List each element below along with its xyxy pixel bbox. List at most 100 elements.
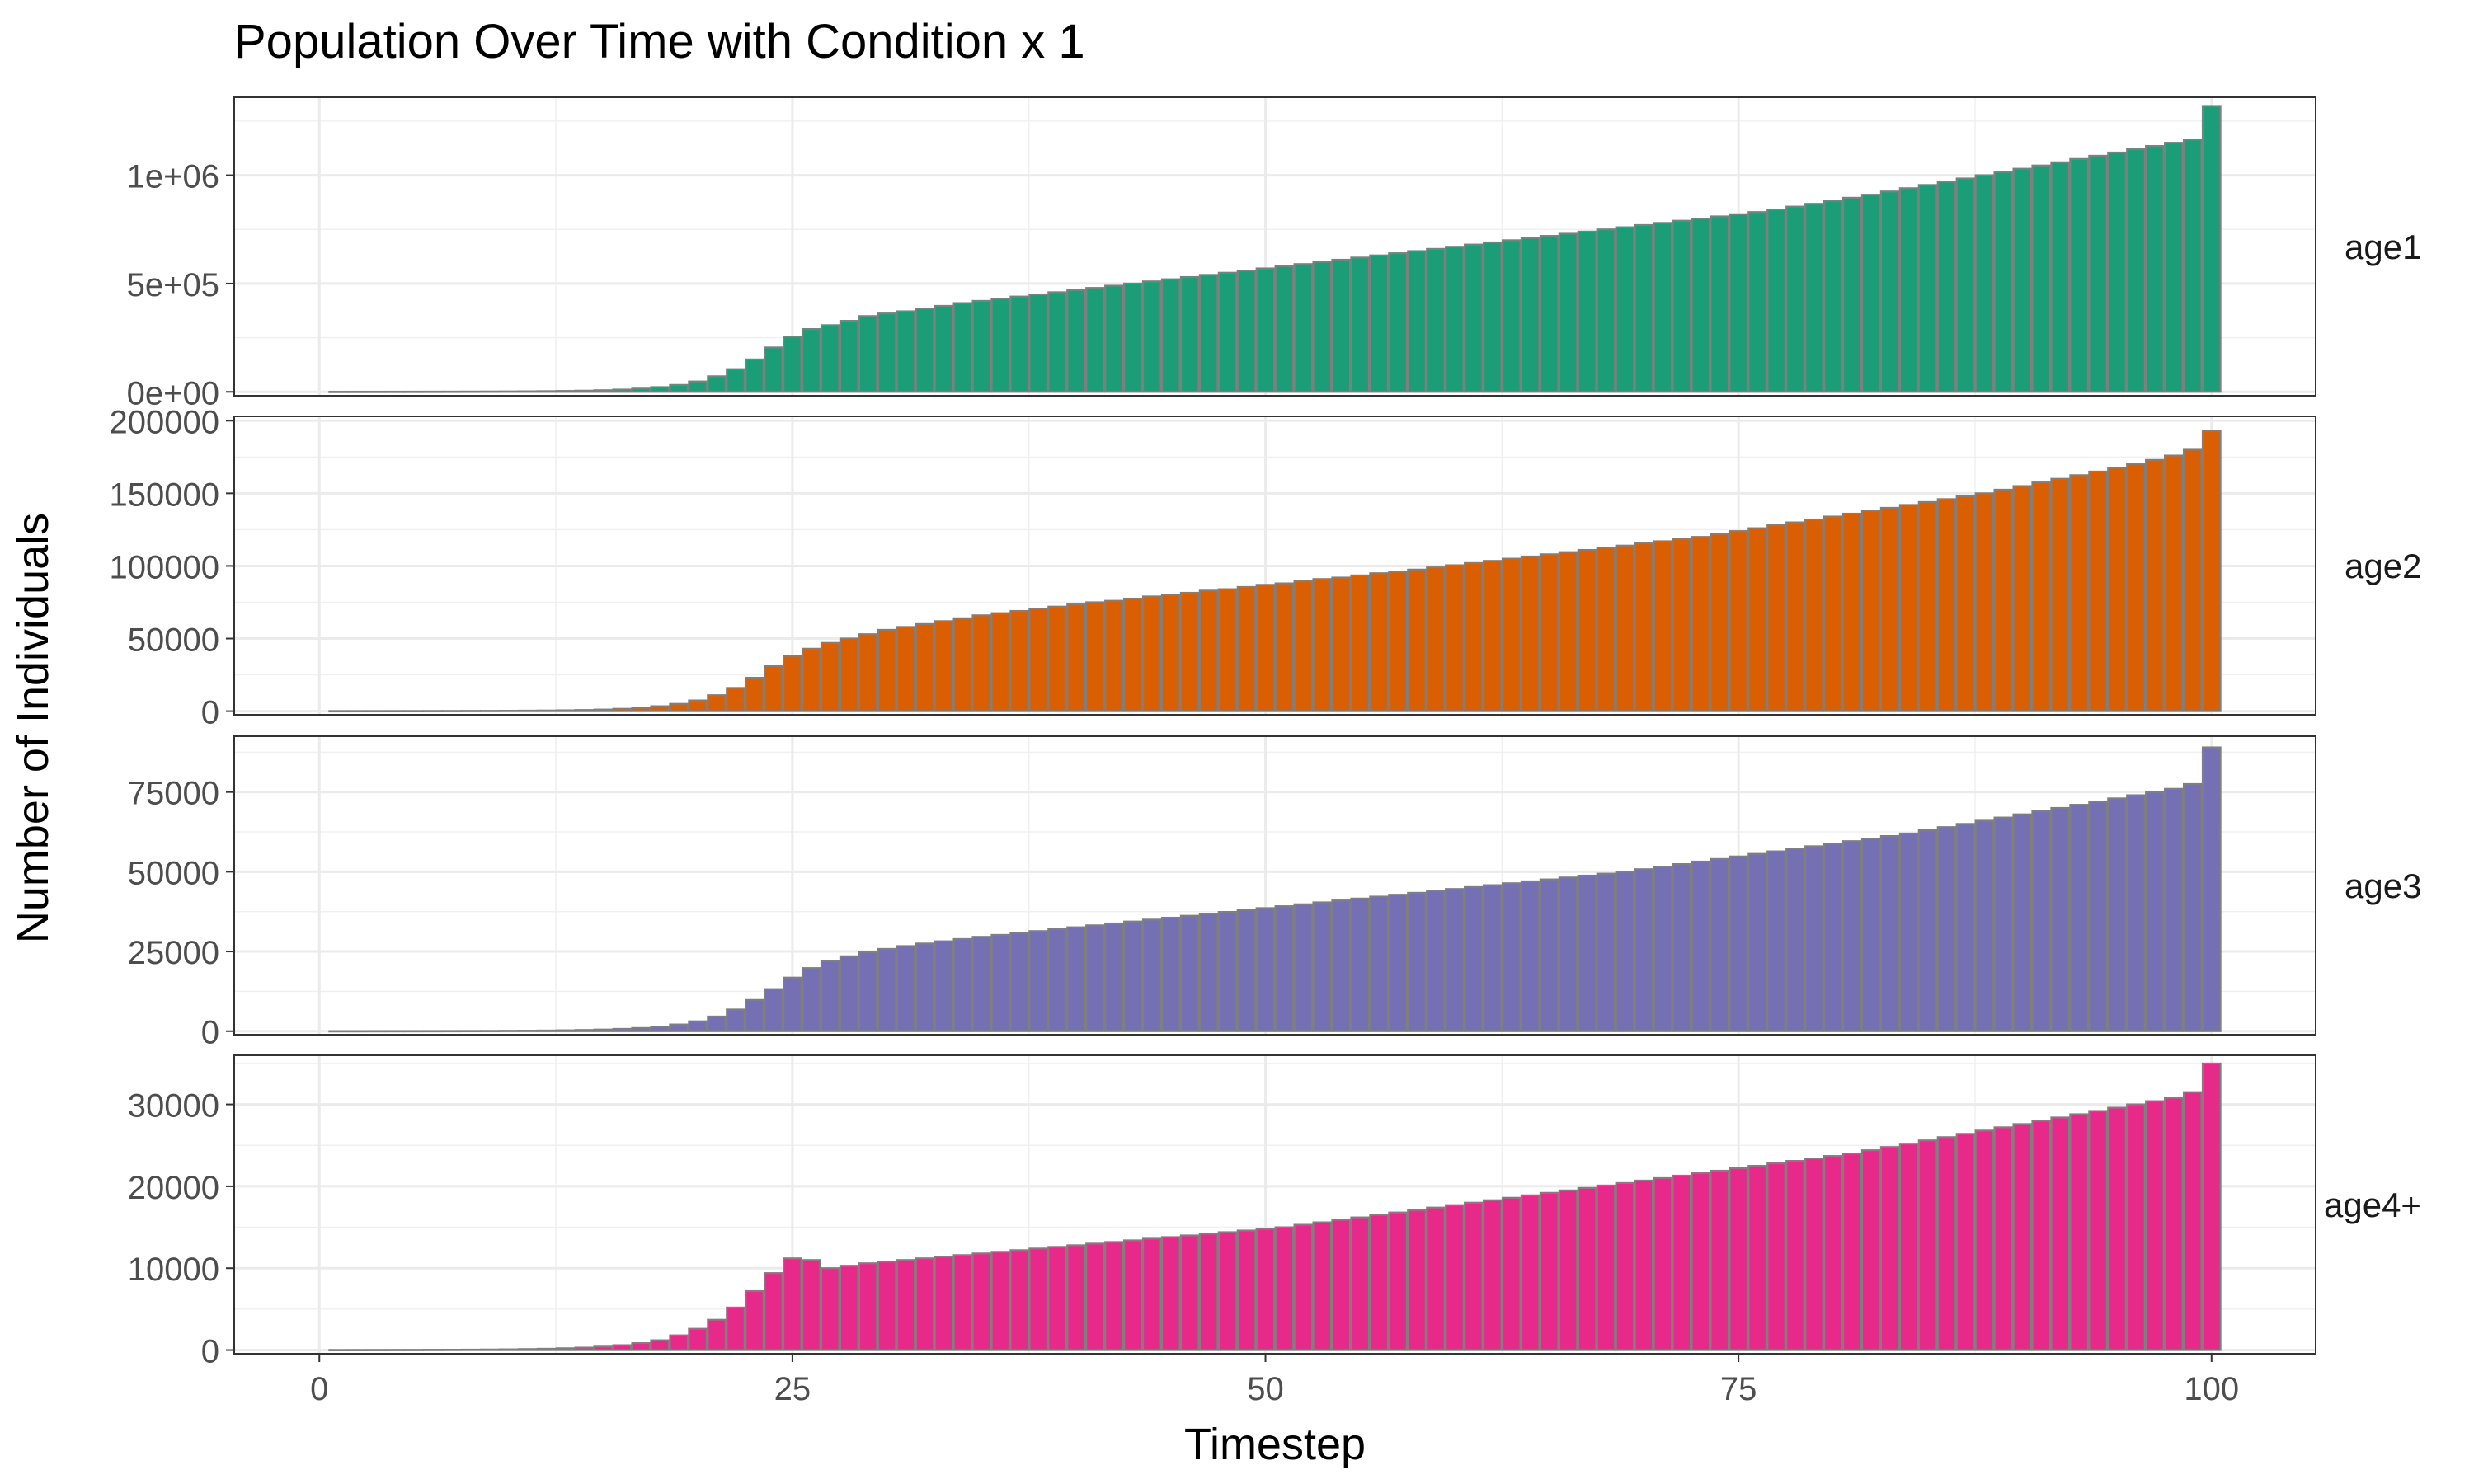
bar-age4plus-t76 (1747, 1164, 1767, 1351)
bar-age4plus-t32 (915, 1257, 935, 1351)
panel-border (233, 1054, 2316, 1355)
bar-age2-t65 (1539, 553, 1559, 712)
bar-age4plus-t65 (1539, 1191, 1559, 1351)
bar-age4plus-t68 (1596, 1184, 1616, 1351)
y-tick-label: 1e+06 (127, 159, 219, 195)
bar-age2-t29 (858, 633, 878, 712)
bar-age3-t93 (2069, 804, 2090, 1032)
bar-age3-t78 (1785, 848, 1805, 1032)
bar-age4plus-t97 (2145, 1100, 2165, 1351)
bar-age3-t14 (574, 1029, 595, 1032)
bar-age4plus-t81 (1841, 1153, 1862, 1351)
bar-age1-t70 (1634, 223, 1654, 393)
bar-age3-t74 (1710, 857, 1730, 1032)
bar-age3-t21 (707, 1015, 727, 1032)
bar-age2-t23 (745, 676, 764, 712)
bar-age2-t35 (971, 614, 992, 712)
bar-age3-t35 (971, 936, 992, 1032)
bar-age4plus-t91 (2031, 1120, 2052, 1351)
bar-age4plus-t71 (1653, 1176, 1673, 1351)
bar-age3-t61 (1464, 885, 1484, 1032)
bar-age3-t86 (1936, 826, 1957, 1032)
bar-age2-t57 (1388, 571, 1409, 712)
bar-age2-t53 (1312, 578, 1333, 712)
bar-age1-t61 (1464, 243, 1484, 393)
y-tick-label: 100000 (110, 549, 219, 585)
bar-age1-t95 (2107, 151, 2127, 393)
bar-age4plus-t96 (2126, 1103, 2146, 1351)
bar-age3-t62 (1482, 884, 1503, 1032)
bar-age4plus-t67 (1577, 1186, 1597, 1351)
bar-age3-t90 (2012, 813, 2033, 1032)
bar-age1-t59 (1426, 247, 1446, 393)
bar-age4plus-t75 (1729, 1167, 1749, 1351)
bar-age4plus-t85 (1917, 1139, 1938, 1351)
bar-age1-t75 (1729, 213, 1749, 393)
bar-age2-t87 (1955, 495, 1976, 712)
bar-age3-t51 (1274, 905, 1295, 1032)
bar-age1-t97 (2145, 145, 2165, 393)
bar-age2-t40 (1066, 603, 1086, 712)
bar-age2-t97 (2145, 458, 2165, 712)
bar-age2-t16 (612, 707, 633, 712)
bar-age2-t80 (1823, 515, 1843, 712)
bar-age3-t22 (726, 1008, 745, 1032)
bar-age3-t17 (631, 1026, 651, 1032)
bar-age3-t80 (1823, 843, 1843, 1032)
bar-age1-t42 (1104, 284, 1124, 393)
bar-age4plus-t83 (1879, 1146, 1900, 1351)
bar-age1-t38 (1028, 293, 1049, 393)
bar-age3-t84 (1898, 832, 1919, 1032)
bar-age3-t73 (1691, 860, 1711, 1032)
bar-age2-t44 (1141, 595, 1162, 712)
bar-age3-t29 (858, 951, 878, 1032)
bar-age1-t54 (1331, 258, 1352, 393)
bar-age3-t65 (1539, 878, 1559, 1032)
bar-age4plus-t78 (1785, 1160, 1805, 1351)
x-tick-label: 100 (2184, 1371, 2239, 1407)
bar-age3-t23 (745, 998, 764, 1032)
bar-age3-t67 (1577, 874, 1597, 1032)
bar-age1-t89 (1993, 171, 2014, 393)
bar-age1-t26 (801, 327, 821, 393)
bar-age1-t96 (2126, 148, 2146, 393)
bar-age1-t27 (820, 324, 840, 393)
x-tick-label: 25 (774, 1371, 811, 1407)
y-tick-label: 50000 (128, 622, 219, 659)
bar-age4plus-t17 (631, 1341, 651, 1351)
bar-age3-t85 (1917, 829, 1938, 1032)
x-axis-title: Timestep (1184, 1420, 1366, 1469)
bar-age3-t72 (1672, 862, 1692, 1032)
bar-age4plus-t62 (1482, 1199, 1503, 1351)
bar-age3-t43 (1123, 920, 1143, 1032)
bar-age1-t88 (1974, 174, 1995, 393)
bar-age2-t43 (1123, 597, 1143, 712)
bar-age3-t60 (1445, 888, 1465, 1032)
bar-age3-t15 (593, 1028, 614, 1032)
bar-age1-t17 (631, 387, 651, 393)
bar-age1-t53 (1312, 261, 1333, 393)
bar-age3-t31 (896, 945, 916, 1032)
bar-age1-t22 (726, 368, 745, 393)
bar-age1-t23 (745, 358, 764, 393)
bar-age2-t38 (1028, 608, 1049, 712)
bar-age4plus-t93 (2069, 1113, 2090, 1351)
bar-age2-t93 (2069, 474, 2090, 712)
bar-age4plus-t46 (1179, 1234, 1200, 1351)
bar-age3-t54 (1331, 899, 1352, 1032)
bar-age1-t33 (934, 304, 954, 393)
bar-age3-t16 (612, 1027, 633, 1032)
facet-strip-label: age4+ (2324, 1186, 2421, 1224)
bar-age3-t45 (1160, 916, 1181, 1032)
x-tick-label: 0 (310, 1371, 328, 1407)
bar-age2-t79 (1804, 518, 1824, 712)
bar-age2-t41 (1085, 601, 1105, 712)
bar-age2-t72 (1672, 538, 1692, 712)
bar-age4plus-t90 (2012, 1123, 2033, 1351)
bar-age2-t81 (1841, 512, 1862, 712)
bar-age1-t21 (707, 375, 727, 393)
panel-border (233, 96, 2316, 397)
bar-age3-t39 (1047, 928, 1068, 1032)
bar-age2-t96 (2126, 463, 2146, 712)
bar-age3-t44 (1141, 918, 1162, 1032)
